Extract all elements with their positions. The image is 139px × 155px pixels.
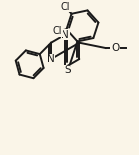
Text: Cl: Cl	[60, 2, 70, 12]
Text: O: O	[111, 43, 119, 53]
Text: N: N	[47, 54, 55, 64]
Text: N: N	[61, 30, 69, 40]
Text: S: S	[65, 65, 71, 75]
Text: Cl: Cl	[53, 26, 62, 36]
